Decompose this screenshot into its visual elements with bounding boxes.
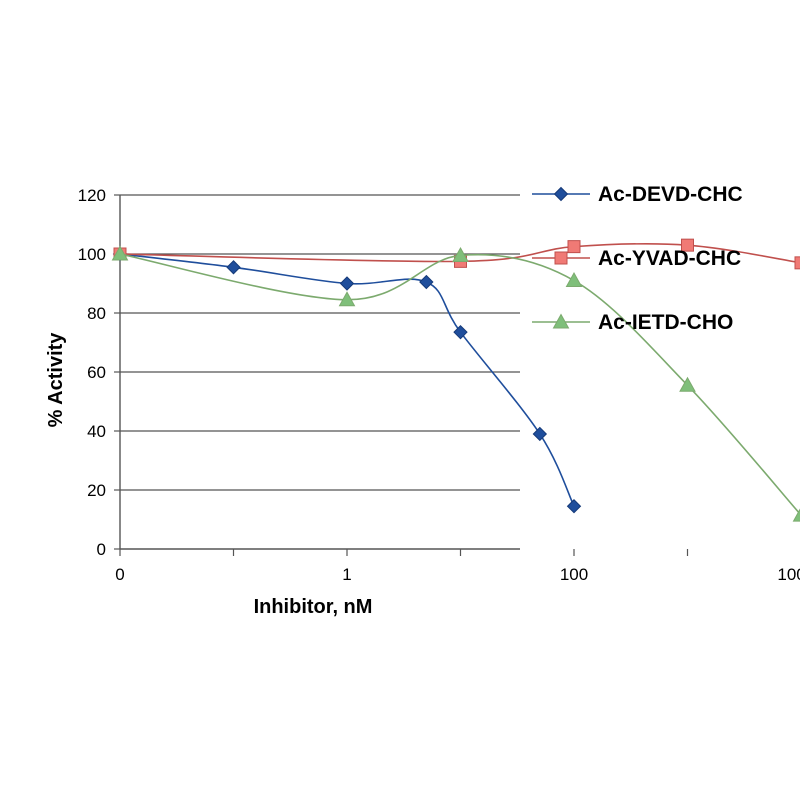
y-tick-label: 20 xyxy=(87,481,106,500)
y-tick-label: 120 xyxy=(78,186,106,205)
x-axis-title: Inhibitor, nM xyxy=(254,596,373,618)
x-tick-label: 100 xyxy=(560,565,588,584)
y-tick-label: 100 xyxy=(78,245,106,264)
data-point xyxy=(567,273,582,287)
legend: Ac-DEVD-CHC Ac-YVAD-CHC Ac-IETD-CHO xyxy=(532,183,743,334)
series-group xyxy=(113,239,800,521)
data-point xyxy=(533,427,546,440)
legend-entry: Ac-YVAD-CHC xyxy=(532,247,741,270)
data-point xyxy=(568,241,580,253)
legend-marker xyxy=(555,188,568,201)
y-tick-label: 40 xyxy=(87,422,106,441)
y-tick-label: 80 xyxy=(87,304,106,323)
series-triangle xyxy=(113,247,800,522)
legend-entry: Ac-IETD-CHO xyxy=(532,311,733,334)
data-point xyxy=(568,500,581,513)
data-point xyxy=(454,326,467,339)
x-tick-label: 10000 xyxy=(777,565,800,584)
legend-entry: Ac-DEVD-CHC xyxy=(532,183,743,206)
legend-label: Ac-YVAD-CHC xyxy=(598,247,741,270)
y-tick-label: 0 xyxy=(97,540,106,559)
x-tick-label: 1 xyxy=(342,565,351,584)
legend-label: Ac-DEVD-CHC xyxy=(598,183,743,206)
data-point xyxy=(341,277,354,290)
data-point xyxy=(227,261,240,274)
series-diamond xyxy=(114,248,581,513)
legend-marker xyxy=(555,252,567,264)
y-axis-title: % Activity xyxy=(45,332,67,428)
legend-label: Ac-IETD-CHO xyxy=(598,311,733,334)
data-point xyxy=(795,257,800,269)
x-tick-label: 0 xyxy=(115,565,124,584)
data-point xyxy=(420,276,433,289)
series-line xyxy=(120,254,800,515)
y-tick-label: 60 xyxy=(87,363,106,382)
